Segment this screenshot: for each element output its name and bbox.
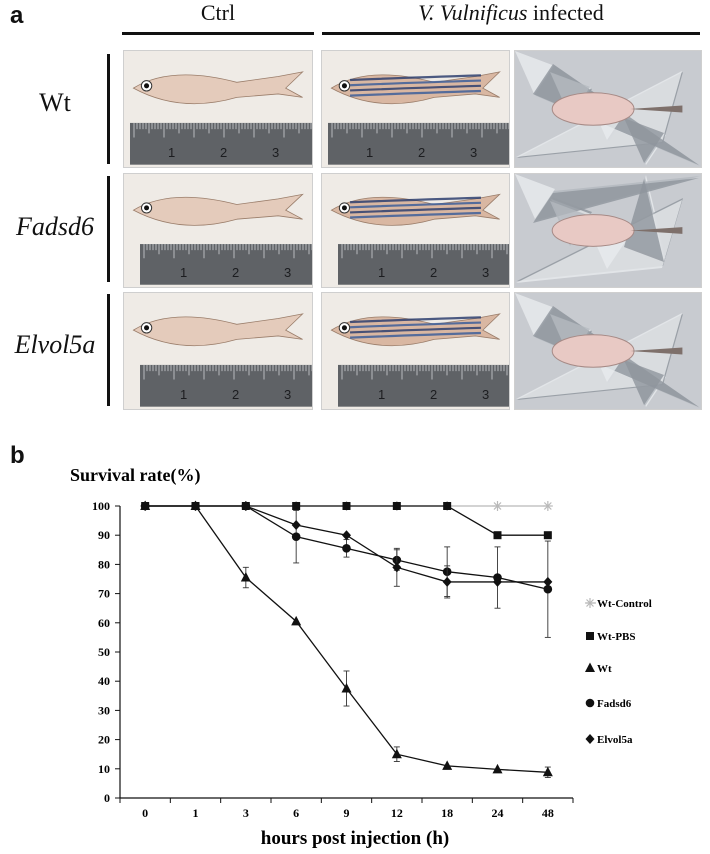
data-point-elvol5a	[140, 501, 150, 511]
x-tick-label: 24	[492, 806, 504, 820]
ruler-number: 3	[284, 265, 291, 280]
data-point-elvol5a	[241, 501, 251, 511]
panel-b-letter: b	[10, 442, 25, 469]
data-point-wt	[341, 683, 352, 693]
legend-label-elvol5a: Elvol5a	[597, 734, 633, 746]
chart-plot-area: 0 10 20 30 40 50 60 70 80 90 100 0 1 3 6 9 12 18 24 48 Wt-Co…	[92, 499, 652, 820]
data-point-elvol5a	[442, 576, 452, 587]
ruler-number: 3	[470, 145, 477, 160]
row-bar-elvol5a	[107, 294, 110, 406]
legend-marker-wt-pbs	[586, 632, 594, 640]
data-point-fadsd6	[543, 584, 553, 594]
x-tick-label: 18	[441, 806, 453, 820]
x-tick-label: 48	[542, 806, 554, 820]
column-underline-infected	[322, 32, 700, 35]
y-axis-label: Survival rate(%)	[70, 465, 200, 486]
data-point-wt-pbs	[493, 531, 502, 540]
y-tick-label: 0	[104, 791, 110, 805]
photo-wt-ctrl: 1 2 3	[123, 50, 313, 168]
data-point-elvol5a	[493, 576, 502, 587]
data-point-fadsd6	[291, 532, 301, 541]
legend-marker-elvol5a	[585, 734, 595, 744]
ruler-number: 1	[180, 265, 187, 280]
panel-a-letter: a	[10, 2, 24, 29]
ruler-number: 1	[366, 145, 373, 160]
y-tick-label: 30	[98, 703, 110, 717]
data-point-wt-pbs	[292, 502, 301, 510]
y-tick-label: 90	[98, 528, 110, 542]
x-tick-label: 1	[193, 806, 199, 820]
ruler-number: 2	[220, 145, 227, 160]
x-tick-label: 3	[243, 806, 249, 820]
legend-marker-fadsd6	[585, 698, 595, 708]
y-tick-label: 10	[98, 762, 110, 776]
y-tick-label: 70	[98, 587, 110, 601]
photo-wt-dissected	[514, 50, 702, 168]
ruler-number: 2	[232, 387, 239, 402]
ruler-number: 1	[378, 387, 385, 402]
ruler-number: 1	[168, 145, 175, 160]
photo-wt-infected: 1 2 3	[321, 50, 510, 168]
ruler-number: 1	[180, 387, 187, 402]
data-point-elvol5a	[543, 576, 553, 587]
y-tick-label: 100	[92, 499, 110, 513]
photo-fadsd6-infected: 1 2 3	[321, 173, 510, 288]
x-tick-label: 6	[293, 806, 299, 820]
data-point-wt	[442, 760, 453, 770]
x-tick-label: 12	[391, 806, 403, 820]
data-point-wt-pbs	[443, 502, 452, 510]
x-tick-label: 0	[142, 806, 148, 820]
photo-fadsd6-ctrl: 1 2 3	[123, 173, 313, 288]
legend-label-fadsd6: Fadsd6	[597, 698, 632, 710]
row-bar-wt	[107, 54, 110, 164]
photo-fadsd6-dissected	[514, 173, 702, 288]
data-point-wt	[291, 615, 302, 626]
ruler-number: 3	[482, 387, 489, 402]
y-tick-label: 80	[98, 557, 110, 571]
data-point-fadsd6	[342, 544, 351, 553]
x-axis-label: hours post injection (h)	[261, 828, 449, 849]
legend-marker-wt	[585, 662, 595, 672]
row-label-wt: Wt	[39, 88, 71, 117]
column-header-ctrl: Ctrl	[200, 0, 236, 25]
ruler-number: 2	[430, 387, 437, 402]
legend-label-wt-control: Wt-Control	[597, 598, 652, 610]
row-bar-fadsd6	[107, 176, 110, 282]
column-header-infected: V. Vulnificus infected	[418, 0, 604, 25]
column-underline-ctrl	[122, 32, 314, 35]
ruler-number: 3	[284, 387, 291, 402]
data-point-wt	[240, 572, 251, 582]
ruler-number: 3	[482, 265, 489, 280]
ruler-number: 3	[272, 145, 279, 160]
data-point-elvol5a	[291, 519, 301, 530]
data-point-elvol5a	[342, 530, 351, 541]
legend-label-wt: Wt	[597, 663, 612, 675]
data-point-wt	[391, 748, 402, 759]
photo-elvol5a-infected: 1 2 3	[321, 292, 510, 410]
data-point-elvol5a	[392, 562, 402, 573]
y-tick-label: 50	[98, 645, 110, 659]
data-point-wt-pbs	[392, 502, 401, 510]
data-point-wt	[492, 763, 503, 774]
ruler-number: 2	[430, 265, 437, 280]
y-tick-label: 40	[98, 674, 110, 688]
y-tick-label: 20	[98, 733, 110, 747]
ruler-number: 1	[378, 265, 385, 280]
data-point-wt-pbs	[543, 531, 552, 540]
photo-elvol5a-ctrl: 1 2 3	[123, 292, 313, 410]
data-point-elvol5a	[191, 501, 200, 511]
data-point-wt-pbs	[342, 502, 351, 510]
ruler-number: 2	[418, 145, 425, 160]
survival-chart: Survival rate(%) hours post injection (h…	[70, 465, 652, 849]
legend-label-wt-pbs: Wt-PBS	[597, 631, 636, 643]
photo-elvol5a-dissected	[514, 292, 702, 410]
ruler-number: 2	[232, 265, 239, 280]
row-label-elvol5a: Elvol5a	[14, 330, 96, 359]
row-label-fadsd6: Fadsd6	[16, 212, 94, 241]
y-tick-label: 60	[98, 616, 110, 630]
x-tick-label: 9	[344, 806, 350, 820]
data-point-wt	[542, 766, 553, 777]
